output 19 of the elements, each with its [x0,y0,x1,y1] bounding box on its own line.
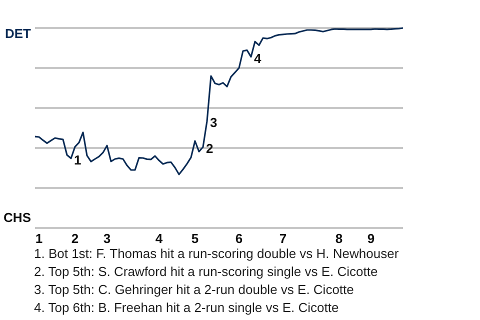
x-tick-label: 1 [35,231,43,246]
text: 3. Top 5th: C. Gehringer hit a 2-run double vs E. Cicotte [34,282,354,297]
text: 2. Top 5th: S. Crawford hit a run-scoring single vs E. Cicotte [34,264,378,279]
x-tick-label: 4 [155,231,164,246]
x-tick-label: 9 [367,231,375,246]
text: 1. Bot 1st: F. Thomas hit a run-scoring double vs H. Newhouser [34,246,400,261]
text: CHS [4,210,32,225]
annotation: 1 [74,152,82,168]
text: 4. Top 6th: B. Freehan hit a 2-run single vs E. Cicotte [34,300,339,315]
x-tick-label: 7 [279,231,287,246]
annotation: 4 [254,50,262,66]
annotation: 2 [206,141,214,156]
annotation: 3 [210,115,218,130]
text: DET [5,26,32,41]
x-tick-label: 5 [191,231,199,246]
x-tick-label: 2 [71,231,79,246]
x-tick-label: 3 [103,231,111,246]
x-tick-label: 6 [235,231,243,246]
x-tick-label: 8 [335,231,343,246]
